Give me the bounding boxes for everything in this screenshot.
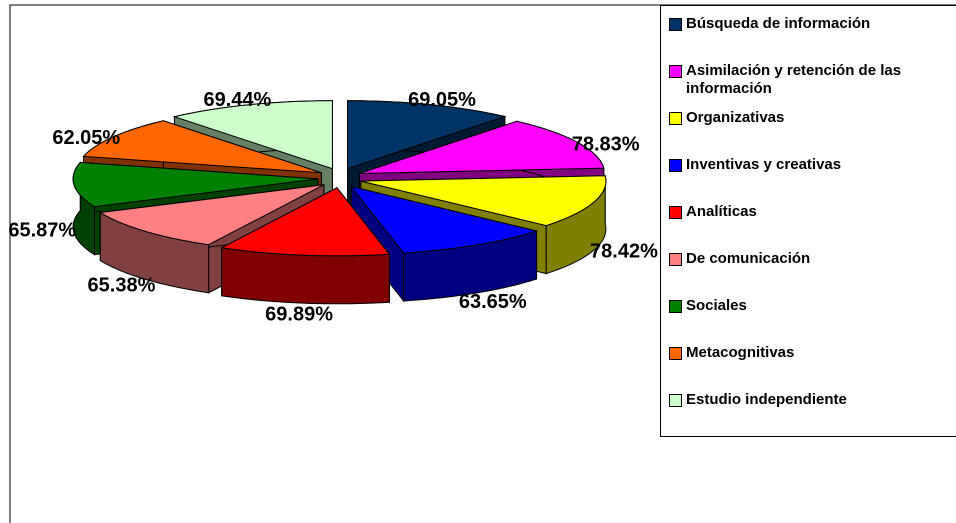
data-label: 65.87% [8, 220, 76, 242]
data-label: 69.89% [265, 303, 333, 325]
plot-frame [9, 4, 956, 523]
legend-item: Búsqueda de información [669, 15, 956, 33]
legend-swatch [669, 206, 682, 219]
data-label: 65.38% [88, 275, 156, 297]
slice-top [359, 120, 605, 174]
legend-item: Inventivas y creativas [669, 156, 956, 174]
data-label: 69.05% [408, 89, 476, 111]
legend-item: De comunicación [669, 250, 956, 268]
legend-swatch [669, 300, 682, 313]
data-label: 62.05% [52, 127, 120, 149]
slice-top [82, 120, 322, 174]
legend-swatch [669, 159, 682, 172]
slice-top [360, 175, 607, 227]
legend-item: Organizativas [669, 109, 956, 127]
data-label: 63.65% [459, 291, 527, 313]
slice-rim [221, 247, 390, 305]
legend-swatch [669, 112, 682, 125]
legend-item: Sociales [669, 297, 956, 315]
slice-top [347, 100, 507, 170]
data-label: 78.83% [572, 134, 640, 156]
legend-label: Analíticas [686, 203, 757, 220]
legend-label: Organizativas [686, 109, 785, 126]
legend-label: De comunicación [686, 250, 811, 267]
legend-item: Analíticas [669, 203, 956, 221]
legend-item: Metacognitivas [669, 344, 956, 362]
data-label: 78.42% [590, 240, 658, 262]
legend-swatch [669, 253, 682, 266]
legend: Búsqueda de información Asimilación y ret… [660, 5, 956, 437]
legend-label: Sociales [686, 297, 747, 314]
legend-label: Metacognitivas [686, 344, 795, 361]
slice [220, 186, 391, 305]
slice-top [172, 100, 333, 170]
legend-item: Asimilación y retención de las informaci… [669, 62, 956, 98]
legend-swatch [669, 65, 682, 78]
legend-label: Inventivas y creativas [686, 156, 842, 173]
slice-top [72, 161, 319, 208]
legend-label: Asimilación y retención de las informaci… [686, 62, 902, 97]
legend-swatch [669, 394, 682, 407]
slice-top [98, 184, 325, 246]
slice-top [220, 187, 391, 257]
slice-top [349, 185, 539, 254]
legend-label: Búsqueda de información [686, 15, 871, 32]
legend-label: Estudio independiente [686, 391, 847, 408]
legend-swatch [669, 347, 682, 360]
legend-item: Estudio independiente [669, 391, 956, 409]
data-label: 69.44% [203, 89, 271, 111]
legend-swatch [669, 18, 682, 31]
